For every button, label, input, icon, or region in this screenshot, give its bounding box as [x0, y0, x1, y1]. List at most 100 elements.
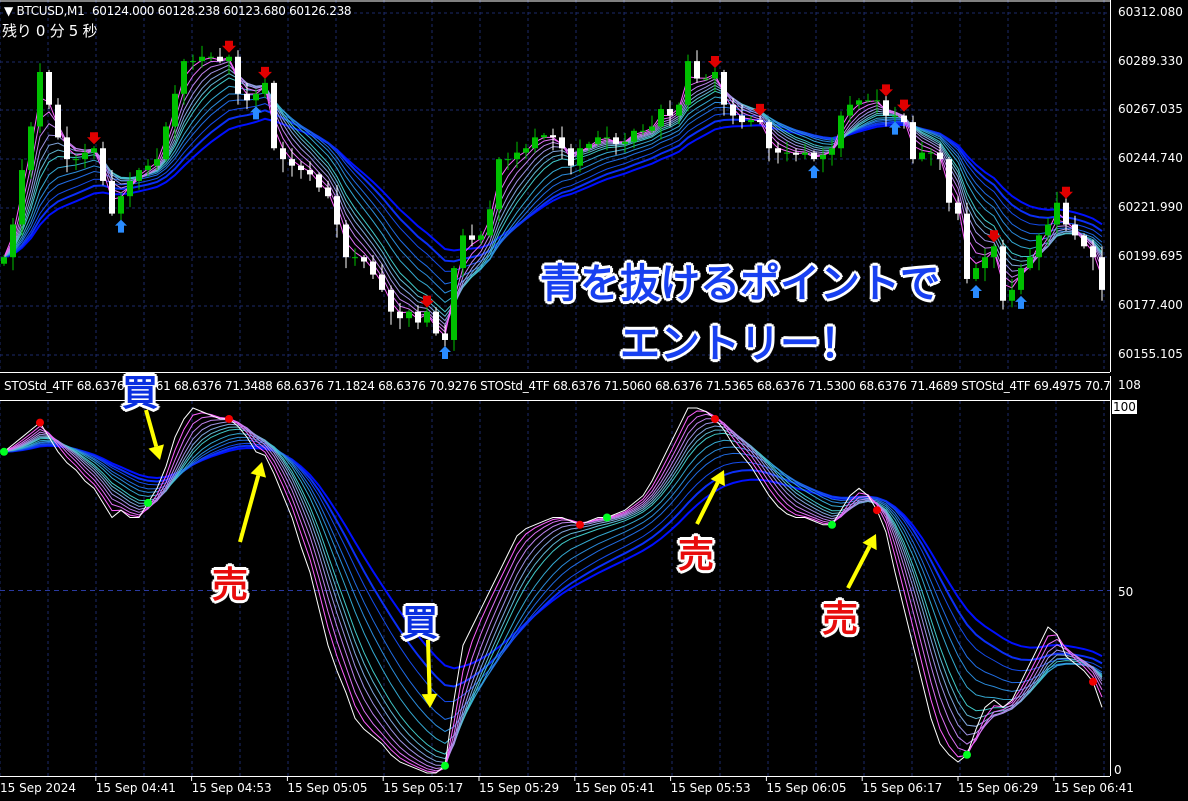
time-axis-label: 15 Sep 05:17: [383, 781, 464, 795]
time-axis-label: 15 Sep 05:29: [479, 781, 560, 795]
annotation-arrow: [426, 639, 432, 695]
candle-bear: [811, 152, 817, 160]
candle-bull: [1009, 289, 1015, 301]
stoch-green-dot: [144, 498, 152, 507]
candle-bull: [424, 311, 430, 323]
price-ma-line: [3, 85, 1103, 304]
annotation-arrow: [695, 481, 720, 525]
annotation-arrowhead: [250, 462, 267, 478]
candle-bull: [649, 126, 655, 131]
candle-bull: [703, 78, 709, 80]
candle-bear: [397, 311, 403, 319]
candle-bear: [883, 100, 889, 116]
candle-bear: [613, 137, 619, 144]
candle-bear: [937, 152, 943, 160]
candle-bear: [766, 122, 772, 149]
price-ma-line: [3, 92, 1103, 294]
candle-bear: [964, 213, 970, 279]
candle-bear: [568, 148, 574, 166]
candle-bull: [802, 152, 808, 155]
buy-arrow-icon: [808, 165, 820, 179]
annotation-sell-1: 売: [212, 565, 249, 606]
candles: [1, 45, 1105, 354]
headline-line-1: 青を抜けるポイントで: [540, 261, 940, 307]
candle-bear: [559, 137, 565, 149]
stoch-red-dot: [711, 414, 719, 423]
candle-bull: [865, 100, 871, 102]
candle-bear: [667, 109, 673, 116]
stoch-ma-line: [3, 436, 1103, 733]
candle-bull: [451, 268, 457, 340]
candle-bear: [415, 311, 421, 323]
candle-bull: [658, 109, 664, 127]
candle-bull: [253, 93, 259, 101]
candle-bull: [982, 257, 988, 269]
stoch-axis-50: 50: [1118, 585, 1134, 599]
sell-arrow-icon: [987, 230, 1001, 243]
candle-bear: [388, 289, 394, 312]
candle-bull: [919, 152, 925, 160]
candle-bull: [127, 180, 133, 197]
collapse-triangle-icon[interactable]: ▼: [4, 4, 13, 18]
candle-bear: [280, 148, 286, 160]
time-axis-label: 15 Sep 06:17: [862, 781, 943, 795]
candle-bear: [469, 235, 475, 240]
candle-bull: [712, 71, 718, 79]
candle-bear: [379, 274, 385, 290]
candle-bear: [361, 257, 367, 262]
candle-bear: [730, 104, 736, 116]
candle-bear: [1000, 246, 1006, 301]
annotation-arrows: [144, 409, 877, 708]
candle-bear: [235, 56, 241, 94]
candle-bull: [496, 159, 502, 210]
stoch-green-dot: [963, 750, 971, 759]
stoch-green-dot: [828, 520, 836, 529]
candle-bear: [343, 224, 349, 258]
candle-bull: [1018, 268, 1024, 290]
candle-bear: [100, 148, 106, 181]
candle-bear: [307, 170, 313, 175]
candle-bull: [154, 159, 160, 166]
candle-bear: [325, 187, 331, 197]
candle-bull: [622, 141, 628, 144]
candle-bear: [289, 159, 295, 166]
candle-bull: [973, 268, 979, 279]
price-axis-label: 60312.080: [1118, 5, 1183, 19]
candle-bull: [829, 148, 835, 155]
headline-line-2: エントリー！: [620, 321, 860, 367]
sell-arrow-icon: [897, 99, 911, 112]
stoch-red-dot: [225, 414, 233, 423]
stoch-ma-line: [3, 426, 1103, 760]
annotation-arrow: [144, 409, 159, 448]
candle-bear: [1099, 257, 1105, 290]
pane-frames: [0, 0, 1111, 777]
candle-bull: [478, 235, 484, 240]
candle-bear: [109, 180, 115, 214]
candle-bear: [46, 71, 52, 105]
time-axis-label: 15 Sep 2024: [0, 781, 77, 795]
candle-bull: [10, 224, 16, 258]
candle-bull: [1054, 202, 1060, 225]
stoch-ma-line: [3, 413, 1103, 772]
annotation-sell-3: 売: [822, 599, 859, 640]
symbol-label: BTCUSD,M1: [16, 4, 85, 18]
time-axis-label: 15 Sep 06:29: [958, 781, 1039, 795]
annotation-arrowhead: [421, 693, 438, 708]
candle-bear: [55, 104, 61, 138]
bar-timer: 残り 0 分 5 秒: [2, 22, 98, 40]
annotation-buy-1: 買: [122, 373, 159, 414]
candle-bull: [118, 196, 124, 214]
candle-bull: [874, 100, 880, 102]
annotation-arrowhead: [710, 470, 725, 487]
stoch-red-dot: [873, 506, 881, 515]
candle-bear: [739, 115, 745, 123]
candle-bear: [316, 174, 322, 188]
price-ma-line: [3, 72, 1103, 318]
stoch-green-dot: [603, 513, 611, 522]
stoch-ribbon: [3, 410, 1103, 773]
candle-bull: [28, 126, 34, 171]
buy-arrow-icon: [250, 106, 262, 120]
candle-bull: [838, 115, 844, 149]
price-ma-line: [3, 68, 1103, 322]
indicator-header: STOStd_4TF 68.6376 61 68.6376 71.3488 68…: [4, 379, 1111, 393]
